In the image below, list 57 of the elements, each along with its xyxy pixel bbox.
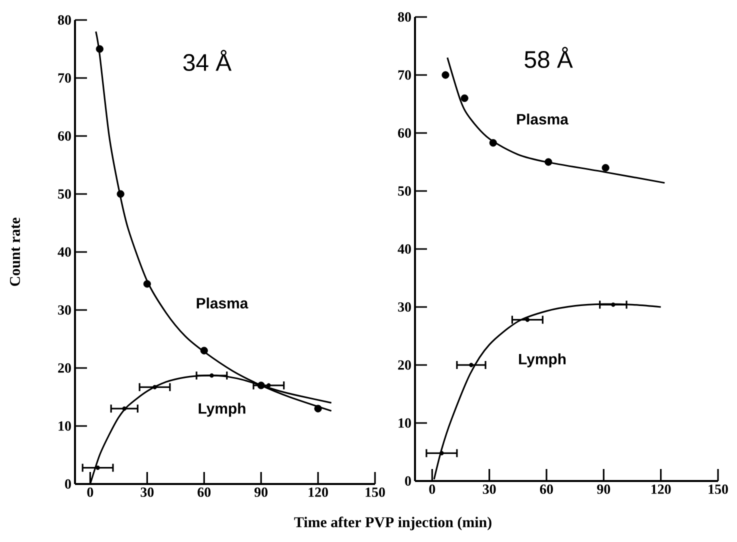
x-tick-label: 30 xyxy=(140,488,154,497)
x-axis-title: Time after PVP injection (min) xyxy=(294,516,492,530)
y-tick-label: 50 xyxy=(58,189,71,199)
y-tick-label: 0 xyxy=(405,476,411,486)
point xyxy=(544,158,552,166)
y-tick-label: 30 xyxy=(58,305,71,315)
point xyxy=(257,382,265,390)
x-tick-label: 150 xyxy=(366,488,385,497)
x-tick-label: 120 xyxy=(308,488,328,497)
x-tick-label: 30 xyxy=(482,484,496,494)
point xyxy=(116,190,124,198)
y-tick-label: 50 xyxy=(398,186,411,196)
x-tick-label: 90 xyxy=(597,484,610,494)
x-tick-label: 60 xyxy=(198,488,211,497)
y-tick-label: 20 xyxy=(398,360,411,370)
y-tick-label: 40 xyxy=(58,247,71,257)
y-tick-label: 10 xyxy=(398,418,411,428)
point xyxy=(152,384,157,390)
point xyxy=(96,45,104,53)
point xyxy=(210,373,214,378)
x-tick-label: 150 xyxy=(708,484,728,494)
y-tick-label: 60 xyxy=(398,128,411,138)
point xyxy=(266,383,271,388)
point xyxy=(469,362,474,368)
y-tick-label: 80 xyxy=(398,12,411,22)
point xyxy=(611,302,616,307)
y-tick-label: 60 xyxy=(58,131,71,141)
y-tick-label: 10 xyxy=(58,421,71,431)
point xyxy=(602,164,610,172)
point xyxy=(489,139,497,147)
text: 34 Å xyxy=(183,50,232,71)
annotation: Plasma xyxy=(196,298,248,309)
y-tick-label: 20 xyxy=(58,363,71,373)
text: 58 Å xyxy=(524,46,573,68)
point xyxy=(143,280,151,288)
point xyxy=(200,346,208,354)
point xyxy=(439,450,444,456)
y-axis-title: Count rate xyxy=(10,218,20,286)
point xyxy=(314,404,322,412)
point xyxy=(96,466,100,470)
x-tick-label: 60 xyxy=(540,484,553,494)
annotation: Lymph xyxy=(198,402,246,417)
x-tick-label: 120 xyxy=(652,484,671,494)
annotation: Lymph xyxy=(519,353,566,368)
point xyxy=(460,94,468,102)
x-tick-label: 0 xyxy=(429,484,436,494)
point xyxy=(122,406,127,411)
y-tick-label: 40 xyxy=(398,244,411,254)
point xyxy=(442,71,450,79)
y-tick-label: 70 xyxy=(58,73,71,83)
y-tick-label: 70 xyxy=(398,70,411,80)
point xyxy=(525,318,530,322)
annotation: Plasma xyxy=(517,114,569,125)
x-tick-label: 0 xyxy=(87,488,94,497)
y-tick-label: 30 xyxy=(398,302,411,312)
x-tick-label: 90 xyxy=(254,488,268,497)
y-tick-label: 80 xyxy=(58,15,71,25)
